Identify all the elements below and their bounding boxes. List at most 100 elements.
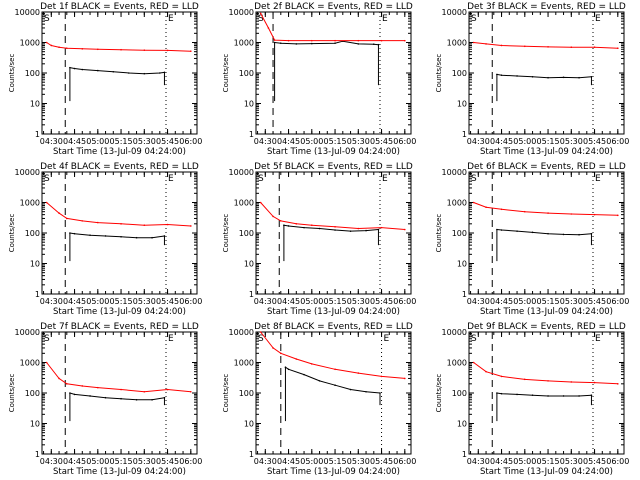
x-tick-label: 05:30	[133, 297, 156, 306]
series-lld-point	[593, 213, 596, 216]
plot-title: Det 8f BLACK = Events, RED = LLD	[254, 322, 413, 332]
series-lld-point	[380, 226, 383, 229]
series-lld-point	[66, 383, 68, 385]
x-tick-label: 04:45	[63, 457, 86, 466]
series-events-line	[69, 392, 165, 401]
series-events-point	[89, 234, 91, 236]
series-events-point	[562, 233, 565, 236]
series-lld-point	[273, 39, 276, 41]
y-tick-label: 1	[249, 130, 254, 139]
series-lld-line	[46, 42, 191, 52]
y-tick-label: 10000	[15, 168, 40, 177]
x-axis-label: Start Time (13-Jul-09 04:24:00)	[480, 467, 613, 477]
series-lld-point	[570, 381, 573, 383]
y-tick-label: 100	[25, 69, 40, 78]
series-events-point	[562, 76, 565, 79]
series-lld-line	[473, 362, 618, 385]
x-tick-label: 05:45	[583, 137, 606, 146]
x-tick-label: 05:15	[324, 297, 347, 306]
x-tick-label: 05:45	[156, 457, 179, 466]
y-tick-label: 10	[244, 100, 254, 109]
series-lld-point	[334, 39, 336, 42]
x-tick-label: 05:15	[537, 297, 560, 306]
x-axis-label: Start Time (13-Jul-09 04:24:00)	[53, 307, 186, 317]
y-tick-label: 10000	[229, 328, 254, 337]
series-lld-point	[58, 377, 60, 380]
series-lld-point	[166, 223, 169, 226]
start-marker-label: S	[258, 334, 264, 344]
series-events-point	[531, 76, 534, 78]
x-tick-label: 04:30	[254, 457, 277, 466]
end-marker-label: E	[382, 14, 388, 24]
series-events-point	[128, 72, 130, 74]
plot-title: Det 3f BLACK = Events, RED = LLD	[467, 2, 626, 12]
series-lld-point	[50, 44, 53, 47]
x-tick-label: 05:00	[300, 137, 323, 146]
series-lld-point	[120, 388, 122, 391]
series-lld-point	[45, 361, 48, 364]
y-tick-label: 1000	[20, 359, 40, 368]
y-tick-label: 100	[239, 69, 254, 78]
series-lld-point	[593, 381, 596, 384]
y-tick-label: 100	[239, 229, 254, 238]
series-lld-point	[58, 212, 60, 214]
y-axis-label: Counts/sec	[435, 54, 443, 93]
x-tick-label: 05:45	[370, 457, 393, 466]
series-lld-point	[259, 331, 262, 333]
series-lld-point	[547, 46, 549, 48]
x-tick-label: 05:30	[347, 137, 370, 146]
series-events-point	[120, 397, 122, 400]
y-tick-label: 10	[244, 260, 254, 269]
series-lld-point	[311, 363, 313, 365]
plot-frame	[255, 11, 412, 135]
series-events-point	[81, 68, 84, 71]
series-lld-point	[97, 221, 99, 224]
series-lld-point	[500, 208, 503, 211]
y-tick-label: 10000	[15, 8, 40, 17]
y-tick-label: 1000	[447, 359, 467, 368]
y-tick-label: 10000	[229, 8, 254, 17]
x-tick-label: 05:15	[110, 137, 133, 146]
x-tick-label: 04:45	[63, 137, 86, 146]
series-lld-point	[570, 213, 573, 215]
y-axis-label: Counts/sec	[435, 374, 443, 413]
y-tick-label: 1000	[447, 39, 467, 48]
x-axis-label: Start Time (13-Jul-09 04:24:00)	[480, 307, 613, 317]
series-lld-point	[81, 385, 84, 387]
start-marker-label: S	[44, 334, 50, 344]
series-lld-point	[357, 227, 360, 230]
series-events-point	[73, 393, 76, 396]
plot-title: Det 1f BLACK = Events, RED = LLD	[40, 2, 199, 12]
series-events-point	[280, 42, 282, 44]
series-lld-line	[473, 42, 618, 49]
x-tick-label: 04:30	[467, 297, 490, 306]
series-events-point	[516, 393, 518, 396]
series-lld-point	[66, 47, 68, 50]
series-events-point	[373, 43, 375, 45]
series-lld-point	[259, 201, 262, 204]
y-axis-label: Counts/sec	[435, 214, 443, 253]
series-lld-point	[190, 50, 192, 52]
series-events-point	[135, 398, 138, 401]
series-lld-point	[485, 370, 487, 373]
x-tick-label: 04:45	[490, 137, 513, 146]
series-lld-point	[334, 368, 336, 371]
series-events-point	[547, 395, 549, 397]
x-tick-label: 04:45	[277, 297, 300, 306]
x-tick-label: 04:45	[277, 457, 300, 466]
plot-title: Det 4f BLACK = Events, RED = LLD	[40, 162, 199, 172]
y-tick-label: 10	[244, 420, 254, 429]
x-tick-label: 05:45	[583, 297, 606, 306]
x-tick-label: 05:00	[513, 297, 536, 306]
series-lld-point	[593, 46, 596, 49]
x-tick-label: 05:15	[324, 137, 347, 146]
x-tick-label: 04:30	[467, 457, 490, 466]
x-tick-label: 05:00	[86, 297, 109, 306]
series-events-point	[334, 42, 336, 44]
y-tick-label: 10000	[442, 328, 467, 337]
series-lld-point	[485, 43, 487, 45]
series-events-point	[349, 388, 352, 391]
x-tick-label: 05:45	[156, 297, 179, 306]
series-events-point	[318, 380, 321, 382]
